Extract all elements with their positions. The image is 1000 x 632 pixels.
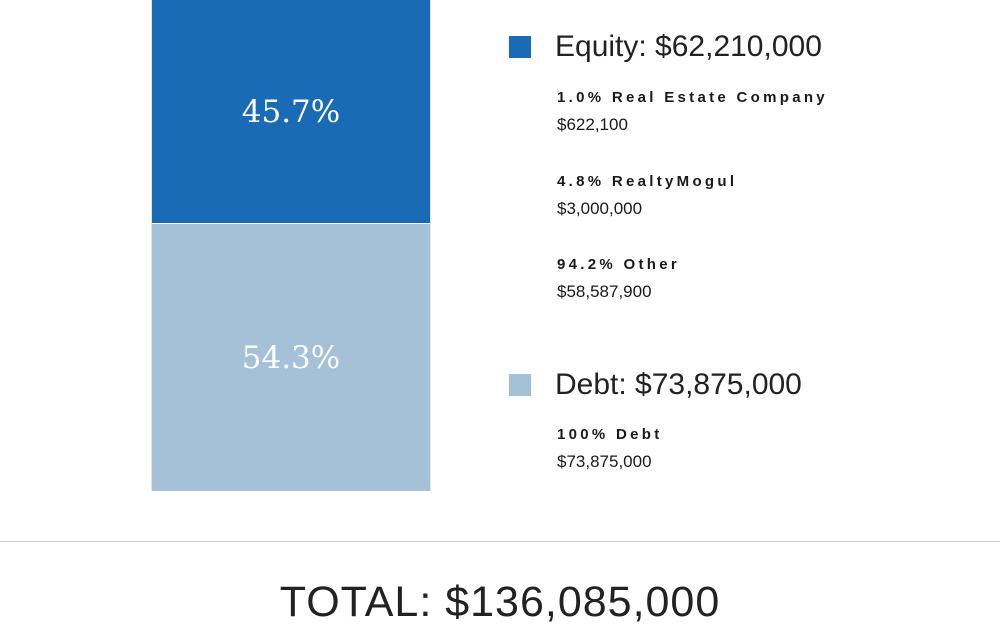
legend-equity: Equity: $62,210,000 <box>509 30 822 64</box>
divider-line <box>0 541 1000 542</box>
legend-item-value: $73,875,000 <box>557 452 652 471</box>
bar-segment-debt: 54.3% <box>152 224 430 491</box>
legend-item-other: 94.2% Other $58,587,900 <box>557 256 680 302</box>
legend-item-debt: 100% Debt $73,875,000 <box>557 426 663 472</box>
legend-item-real-estate-company: 1.0% Real Estate Company $622,100 <box>557 89 828 135</box>
legend-item-value: $58,587,900 <box>557 282 652 301</box>
legend-swatch-equity <box>509 36 531 58</box>
legend-header-equity: Equity: $62,210,000 <box>555 30 822 63</box>
legend-item-label: 4.8% RealtyMogul <box>557 173 738 190</box>
legend-item-label: 1.0% Real Estate Company <box>557 89 828 106</box>
legend-header-debt: Debt: $73,875,000 <box>555 368 802 401</box>
legend-debt: Debt: $73,875,000 <box>509 368 802 402</box>
legend-item-label: 94.2% Other <box>557 256 681 273</box>
stacked-bar: 45.7% 54.3% <box>151 0 431 491</box>
legend-item-value: $3,000,000 <box>557 199 643 218</box>
legend-item-realtymogul: 4.8% RealtyMogul $3,000,000 <box>557 173 737 219</box>
bar-segment-equity: 45.7% <box>152 0 430 224</box>
bar-label-equity: 45.7% <box>241 94 341 130</box>
legend-item-label: 100% Debt <box>557 426 663 443</box>
legend-swatch-debt <box>509 374 531 396</box>
bar-label-debt: 54.3% <box>241 339 341 376</box>
legend-item-value: $622,100 <box>557 115 628 134</box>
total-label: TOTAL: $136,085,000 <box>279 578 721 626</box>
